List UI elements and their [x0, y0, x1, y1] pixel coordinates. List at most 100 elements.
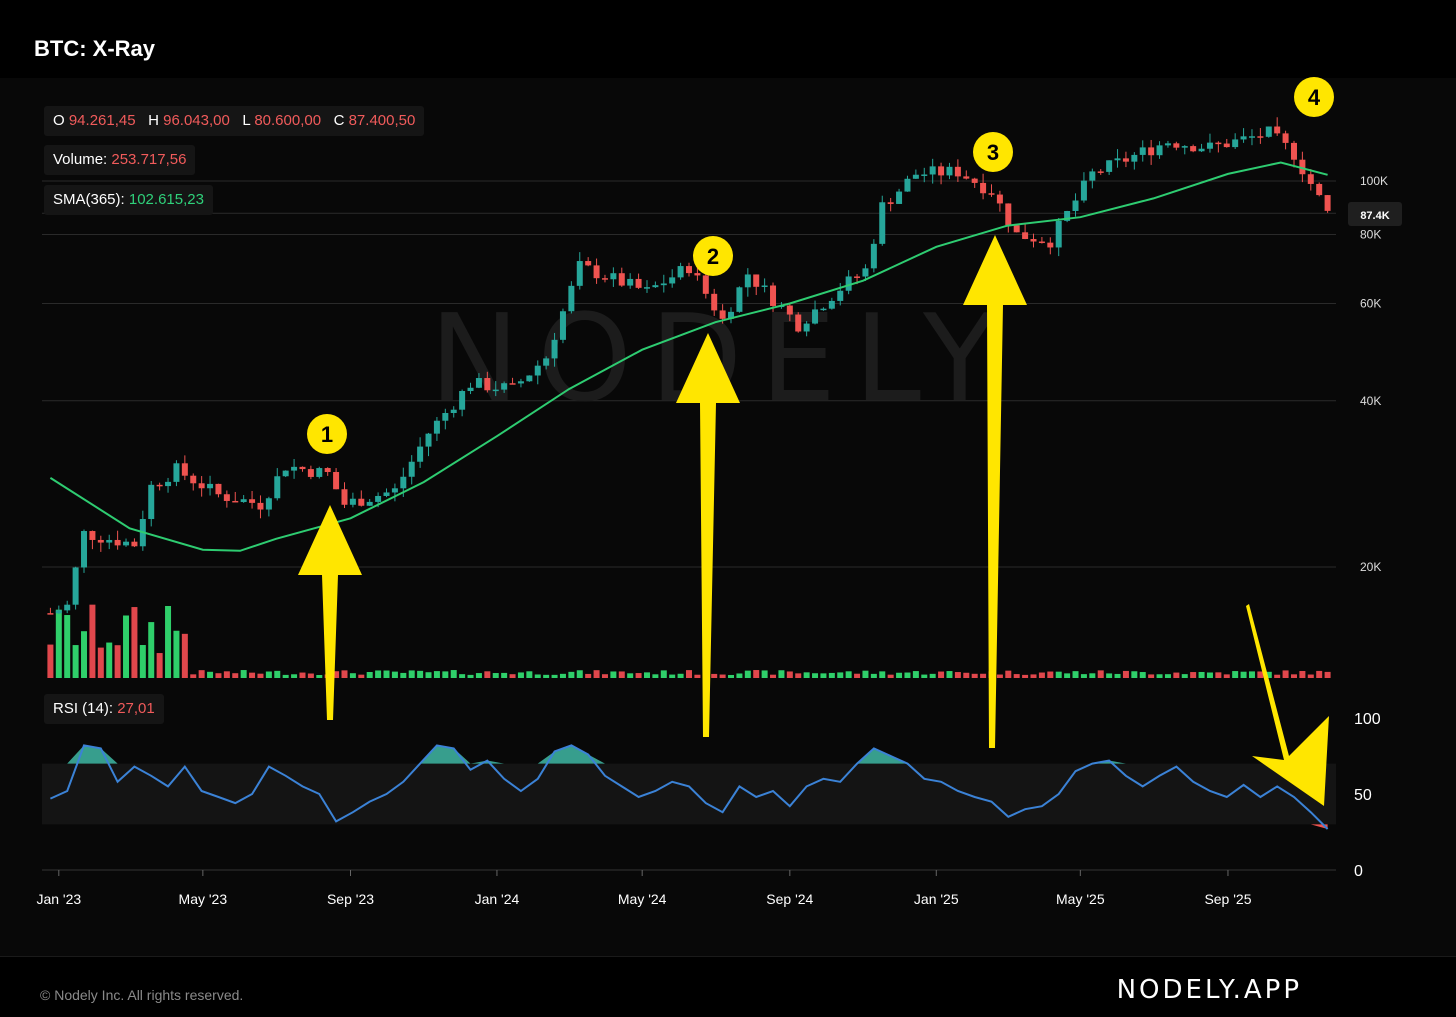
candle-body — [383, 492, 390, 496]
volume-bar — [803, 672, 810, 678]
volume-bar — [1190, 672, 1197, 678]
volume-bar — [72, 645, 79, 678]
volume-bar — [316, 674, 323, 678]
candle-body — [694, 273, 701, 276]
candle-body — [1290, 142, 1297, 160]
candle-body — [366, 501, 373, 506]
candle-body — [417, 446, 424, 462]
volume-bar — [753, 670, 760, 678]
volume-legend: Volume: 253.717,56 — [44, 145, 196, 175]
ohlc-open-value: 94.261,45 — [68, 112, 136, 129]
candle-body — [215, 483, 222, 495]
annotation-label: 2 — [707, 244, 719, 269]
sma-label: SMA(365): — [53, 191, 125, 208]
candle-body — [173, 463, 180, 482]
volume-bar — [896, 672, 903, 678]
rsi-tick-label: 50 — [1354, 787, 1372, 804]
candle-body — [391, 488, 398, 493]
candle-body — [820, 308, 827, 311]
candle-body — [1164, 143, 1171, 146]
volume-bar — [156, 653, 163, 678]
time-tick-label: May '23 — [179, 891, 228, 907]
annotation-arrow-up — [676, 333, 740, 737]
candle-body — [534, 365, 541, 376]
candle-body — [1005, 203, 1012, 226]
volume-bar — [207, 671, 214, 678]
candle-body — [324, 468, 331, 473]
annotation-arrow-down — [1246, 604, 1329, 806]
volume-bar — [593, 670, 600, 678]
volume-bar — [761, 670, 768, 678]
candle-body — [1089, 171, 1096, 181]
volume-bar — [568, 671, 575, 678]
candle-body — [114, 539, 121, 546]
volume-bar — [181, 633, 188, 678]
volume-bar — [963, 672, 970, 678]
rsi-line — [49, 744, 1329, 830]
annotation-label: 4 — [1308, 85, 1321, 110]
candle-body — [601, 278, 608, 280]
volume-bar — [795, 673, 802, 678]
volume-bar — [862, 670, 869, 678]
annotation-badge — [973, 132, 1013, 172]
volume-bar — [1223, 674, 1230, 678]
price-tick-label: 60K — [1360, 297, 1381, 311]
volume-bars — [47, 604, 1331, 678]
volume-bar — [249, 672, 256, 678]
candle-body — [812, 309, 819, 324]
time-tick-label: Sep '25 — [1204, 891, 1251, 907]
volume-bar — [291, 674, 298, 678]
volume-bar — [1114, 673, 1121, 678]
candle-body — [559, 311, 566, 340]
candle-body — [585, 261, 592, 266]
candlesticks — [47, 117, 1331, 615]
ohlc-open-key: O — [53, 112, 65, 129]
candle-body — [643, 287, 650, 289]
candle-body — [425, 433, 432, 447]
candle-body — [1038, 241, 1045, 244]
candle-body — [265, 498, 272, 510]
candle-body — [929, 166, 936, 175]
brand-logo[interactable]: NODELY.APP — [1116, 975, 1302, 1005]
volume-bar — [1265, 671, 1272, 678]
volume-bar — [517, 672, 524, 678]
candle-body — [1307, 174, 1314, 184]
price-tick-label: 40K — [1360, 394, 1381, 408]
time-axis: Jan '23 May '23 Sep '23 Jan '24 May '24 Sep '… — [36, 870, 1252, 907]
time-tick-label: Jan '24 — [475, 891, 520, 907]
annotations: 1 2 3 4 — [298, 77, 1334, 806]
volume-bar — [686, 670, 692, 678]
candle-body — [89, 531, 96, 540]
volume-bar — [467, 674, 474, 678]
candle-body — [1114, 158, 1121, 161]
time-tick-label: Sep '23 — [327, 891, 374, 907]
volume-bar — [1072, 671, 1079, 678]
candle-body — [492, 389, 499, 392]
candle-body — [1198, 148, 1205, 152]
candle-body — [803, 323, 810, 332]
time-tick-label: Jan '23 — [36, 891, 81, 907]
candle-body — [686, 266, 692, 274]
volume-bar — [786, 671, 793, 678]
annotation-label: 3 — [987, 140, 999, 165]
volume-bar — [358, 674, 365, 678]
candle-body — [568, 285, 575, 312]
volume-bar — [1047, 671, 1054, 678]
candle-body — [1047, 242, 1054, 248]
volume-bar — [1022, 674, 1029, 678]
volume-bar — [652, 674, 659, 678]
volume-bar — [1307, 674, 1314, 678]
ohlc-low-value: 80.600,00 — [254, 112, 322, 129]
volume-bar — [778, 670, 785, 678]
candle-body — [551, 339, 558, 359]
volume-bar — [1089, 673, 1096, 678]
volume-bar — [1097, 670, 1104, 678]
volume-bar — [996, 674, 1003, 678]
rsi-tick-label: 100 — [1354, 711, 1381, 728]
volume-bar — [585, 673, 592, 678]
candle-body — [837, 290, 844, 301]
volume-bar — [131, 607, 138, 678]
last-price-label: 87.4K — [1360, 210, 1389, 222]
volume-bar — [1316, 670, 1323, 678]
